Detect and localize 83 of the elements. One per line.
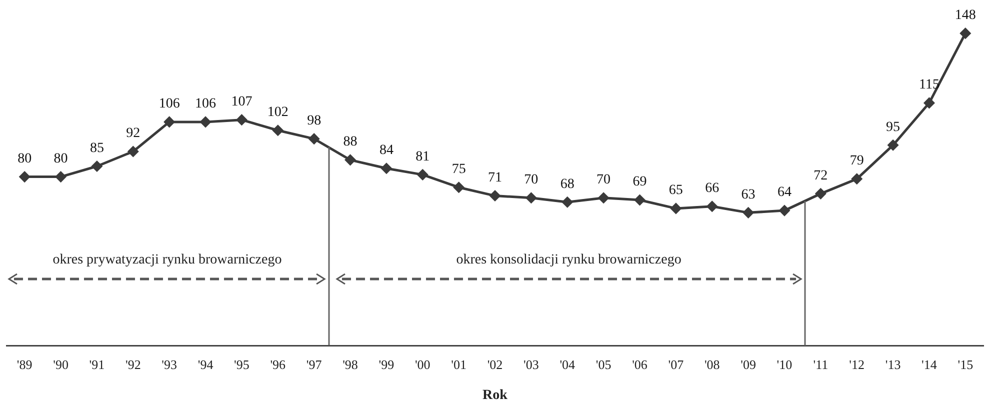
data-label: 92 [126,126,140,142]
text: okres prywatyzacji rynku browarniczego [52,252,282,268]
point [815,188,826,199]
point [490,190,500,202]
x-tick-label: '01 [451,356,466,372]
x-tick-label: '14 [922,356,938,372]
point [128,146,138,157]
data-label: 63 [741,187,756,202]
data-label: 80 [18,151,32,166]
data-label: 70 [596,172,611,188]
x-tick-label: '11 [813,356,828,372]
point [454,182,464,193]
data-label: 70 [524,172,538,188]
point [706,201,718,212]
point [417,169,428,180]
x-tick-label: '97 [306,356,322,372]
point [562,196,573,208]
data-label: 107 [231,94,252,110]
x-tick-label: '92 [125,356,141,372]
x-tick-label: '96 [270,356,286,372]
x-tick-label: '00 [414,356,430,372]
point [381,163,392,174]
x-tick-label: '09 [740,356,756,372]
point [960,28,971,39]
data-label: 81 [416,149,430,164]
point [236,114,247,126]
data-label: 80 [54,151,68,166]
point [598,192,609,204]
x-tick-label: '98 [342,356,358,372]
x-tick-label: '13 [885,356,901,372]
point [670,203,682,214]
data-label: 64 [777,185,792,200]
x-tick-label: '08 [704,356,720,372]
x-tick-label: '05 [596,356,612,372]
x-tick-label: '93 [162,356,178,372]
point [56,172,66,182]
point [200,116,211,128]
x-tick-label: '07 [668,356,684,372]
x-tick-label: '02 [487,356,503,372]
data-label: 68 [560,176,574,192]
point [308,134,320,144]
point [345,154,356,166]
data-label: 106 [158,96,180,112]
data-label: 79 [850,154,864,169]
data-label: 66 [705,181,720,196]
data-label: 65 [668,183,683,198]
data-label: 75 [452,162,466,178]
x-tick-label: '89 [16,356,32,372]
point [743,207,754,218]
x-tick-label: '15 [958,356,974,372]
x-tick-label: '06 [632,356,648,372]
point [164,116,175,128]
point [634,194,645,206]
x-tick-label: '94 [198,356,214,372]
data-label: 69 [632,174,647,190]
x-tick-label: '90 [53,356,68,372]
point [779,205,790,216]
x-tick-label: '95 [234,356,250,372]
x-tick-label: '03 [524,356,539,372]
data-label: 102 [267,105,288,120]
data-label: 72 [814,168,828,184]
data-label: 88 [343,134,358,150]
data-label: 71 [488,170,502,186]
text: okres konsolidacji rynku browarniczego [456,252,682,268]
x-tick-label: '10 [776,356,792,372]
point [526,192,536,204]
data-label: 95 [886,120,900,135]
x-tick-label: '91 [89,356,105,372]
data-label: 148 [954,8,976,23]
point [19,172,30,182]
point [888,140,898,150]
x-axis-title: Rok [482,388,508,404]
data-label: 98 [307,113,322,128]
data-label: 106 [195,96,216,112]
x-tick-label: '04 [560,356,576,372]
point [272,125,284,136]
data-label: 85 [90,140,104,156]
x-tick-label: '12 [849,356,865,372]
point [92,161,102,172]
data-label: 84 [379,143,394,158]
point [852,174,862,184]
x-tick-label: '99 [378,356,394,372]
point [924,98,934,108]
